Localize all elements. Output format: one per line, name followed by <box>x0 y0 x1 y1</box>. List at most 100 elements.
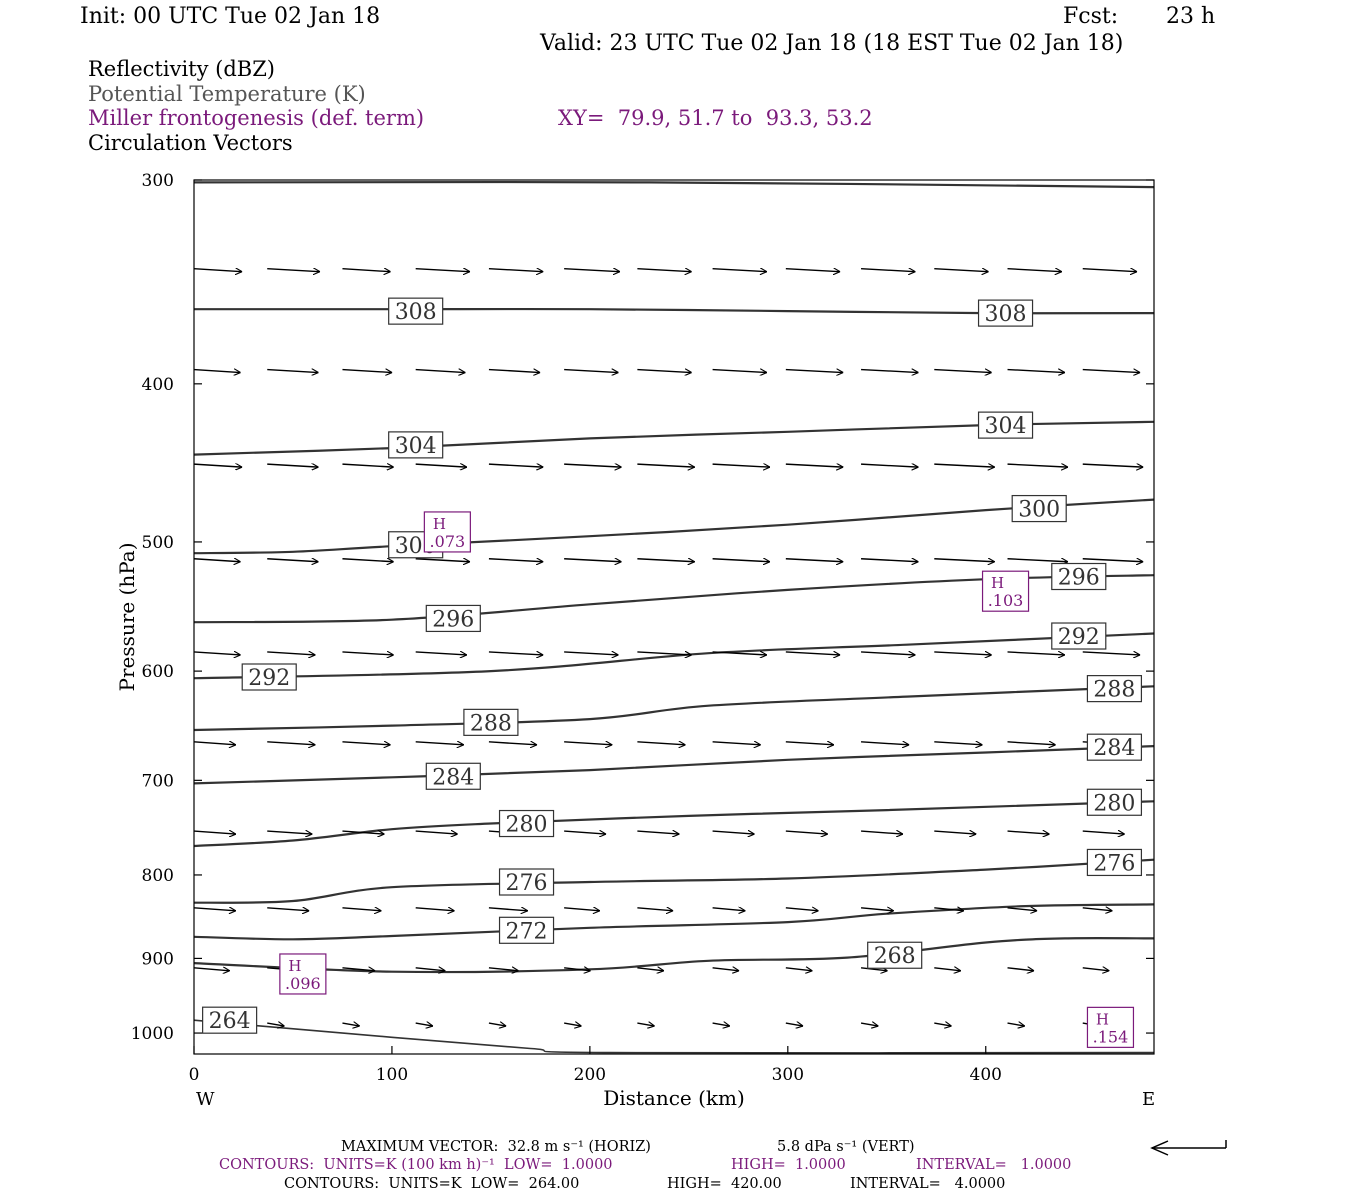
forecast-hour: 23 h <box>1166 4 1216 29</box>
circulation-vector <box>1082 831 1125 834</box>
legend-reflectivity: Reflectivity (dBZ) <box>88 57 276 81</box>
circulation-vector <box>267 742 315 745</box>
contour-label-box <box>388 431 444 459</box>
contour-label-box <box>1051 622 1107 650</box>
circulation-vector <box>193 370 241 373</box>
circulation-vector <box>193 269 242 272</box>
circulation-vector <box>1007 559 1068 562</box>
circulation-vector <box>342 269 390 272</box>
theta-contour-292 <box>193 632 1155 680</box>
circulation-vector <box>342 831 384 834</box>
frontogenesis-max-letter: H <box>433 515 446 533</box>
circulation-vector <box>637 742 685 745</box>
circulation-vector <box>1007 908 1038 911</box>
x-tick-label: 0 <box>189 1065 200 1085</box>
contour-label: 296 <box>1058 566 1100 591</box>
circulation-vector <box>861 464 918 467</box>
theta-contour-280 <box>193 800 1155 848</box>
circulation-vector <box>488 1023 506 1026</box>
contour-label: 288 <box>1093 678 1135 703</box>
circulation-vector <box>342 370 392 373</box>
circulation-vector <box>267 559 318 562</box>
theta-contour-268 <box>193 937 1155 974</box>
y-tick-label: 500 <box>142 533 174 553</box>
frontogenesis-max-box <box>279 953 327 995</box>
circulation-vector <box>342 968 375 971</box>
x-axis-label: Distance (km) <box>603 1086 745 1110</box>
frontogenesis-max-box <box>423 511 471 553</box>
circulation-vector <box>267 464 318 467</box>
contour-label: 268 <box>874 944 916 969</box>
circulation-vector <box>934 559 994 562</box>
contour-label-box <box>977 299 1034 327</box>
contour-label: 284 <box>432 765 474 790</box>
theta-contour-284 <box>193 745 1155 785</box>
circulation-vector <box>342 1023 359 1026</box>
circulation-vector <box>1007 370 1065 373</box>
circulation-vector <box>193 652 241 655</box>
frontogenesis-contour-high: HIGH= 1.0000 <box>731 1157 846 1173</box>
max-vector-horizontal: MAXIMUM VECTOR: 32.8 m s⁻¹ (HORIZ) <box>341 1139 651 1155</box>
circulation-vector <box>267 370 318 373</box>
theta-contour-288 <box>193 685 1155 732</box>
circulation-vector <box>637 968 664 971</box>
circulation-vector <box>267 831 312 834</box>
init-time: Init: 00 UTC Tue 02 Jan 18 <box>80 4 381 29</box>
contour-label-box <box>1086 788 1143 816</box>
circulation-vector <box>861 370 918 373</box>
contour-label: 284 <box>1093 736 1135 761</box>
circulation-vector <box>934 831 976 834</box>
circulation-vector <box>488 559 543 562</box>
circulation-vector <box>712 559 770 562</box>
legend-frontogenesis: Miller frontogenesis (def. term) <box>88 106 425 130</box>
circulation-vector <box>193 559 241 562</box>
circulation-vector <box>415 968 446 971</box>
contour-label: 296 <box>432 607 474 632</box>
circulation-vector <box>193 831 236 834</box>
circulation-vector <box>564 269 620 272</box>
circulation-vector <box>1082 464 1143 467</box>
circulation-vector <box>637 908 673 911</box>
contour-label-box <box>498 868 555 896</box>
reference-vector <box>1150 1140 1227 1156</box>
y-tick-label: 700 <box>142 771 174 791</box>
circulation-vector <box>785 370 843 373</box>
circulation-vector <box>415 464 467 467</box>
plot-frame <box>193 179 1155 1055</box>
circulation-vector <box>637 464 694 467</box>
contour-label-box <box>1011 494 1067 523</box>
circulation-vector <box>193 908 236 911</box>
circulation-vector <box>934 652 991 655</box>
circulation-vector <box>785 908 819 911</box>
x-west-label: W <box>196 1089 215 1110</box>
circulation-vector <box>415 1023 433 1026</box>
contour-label: 276 <box>506 871 548 896</box>
frontogenesis-max-box <box>981 570 1030 612</box>
x-east-label: E <box>1142 1089 1155 1110</box>
contour-label-box <box>1086 733 1143 761</box>
circulation-vector <box>860 1023 878 1026</box>
circulation-vector <box>637 559 694 562</box>
contour-label-box <box>463 708 519 736</box>
theta-contour-272 <box>193 903 1155 941</box>
circulation-vector <box>785 831 828 834</box>
circulation-vector <box>1082 269 1137 272</box>
circulation-vector <box>267 908 309 911</box>
circulation-vector <box>860 908 894 911</box>
contour-label: 308 <box>985 302 1027 327</box>
contour-label-box <box>1086 848 1143 877</box>
frontogenesis-max-box <box>1086 1006 1135 1048</box>
contour-label: 292 <box>248 666 290 691</box>
y-tick-label: 800 <box>142 866 174 886</box>
circulation-vector <box>637 831 679 834</box>
circulation-vector <box>342 559 393 562</box>
circulation-vector <box>1007 269 1062 272</box>
circulation-vector <box>342 464 393 467</box>
circulation-vector <box>712 370 767 373</box>
circulation-vector <box>934 908 964 911</box>
circulation-vector <box>415 370 466 373</box>
circulation-vector <box>934 370 991 373</box>
circulation-vector <box>193 742 236 745</box>
valid-time: Valid: 23 UTC Tue 02 Jan 18 (18 EST Tue … <box>540 31 1124 56</box>
theta-contour-high: HIGH= 420.00 <box>667 1176 782 1192</box>
